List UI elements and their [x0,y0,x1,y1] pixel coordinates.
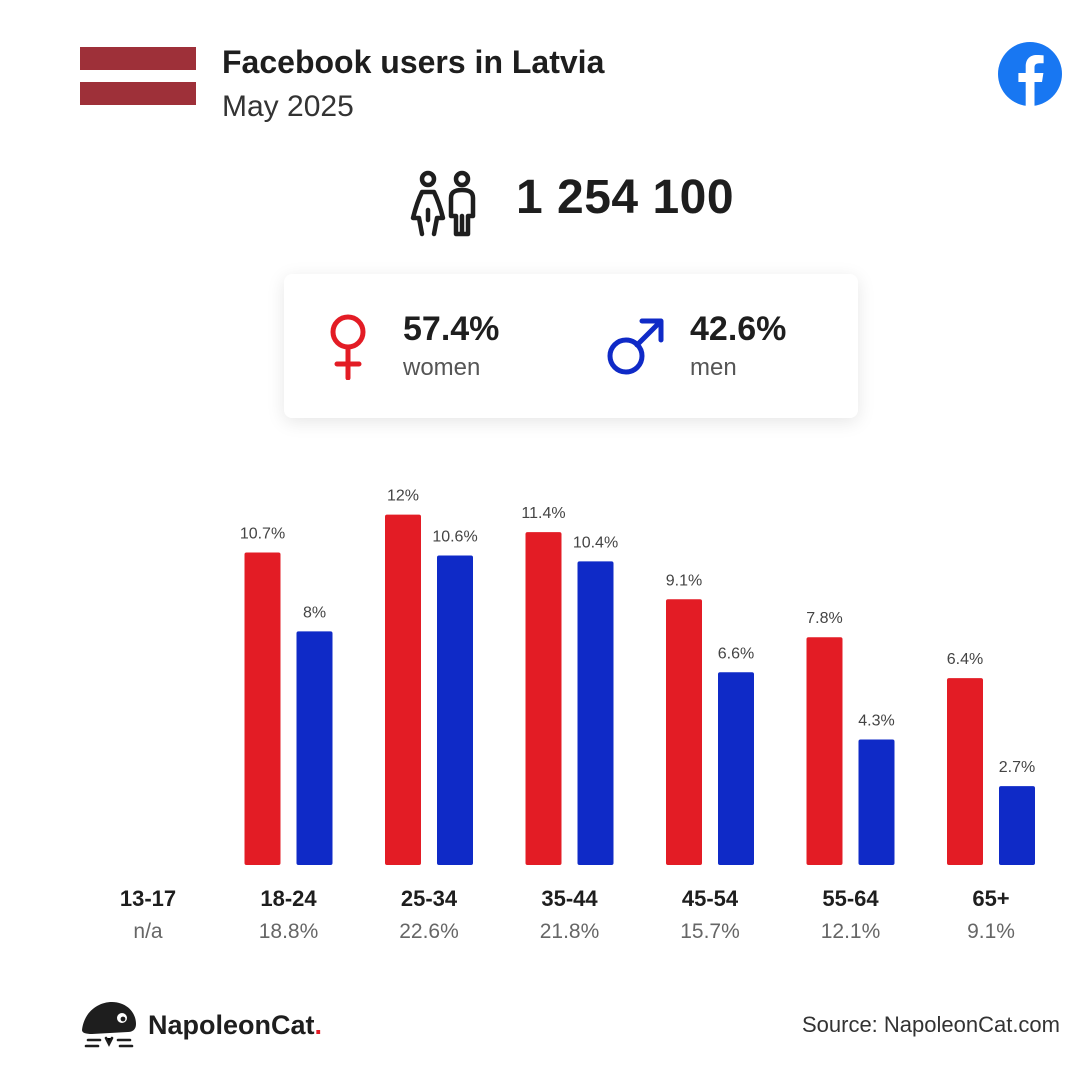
women-value-label-55-64: 7.8% [806,610,842,627]
men-value-label-18-24: 8% [303,604,326,621]
category-label-45-54: 45-54 [682,886,739,911]
men-bar-65+ [999,786,1035,865]
women-bar-55-64 [806,637,843,865]
women-label: women [403,354,481,381]
female-symbol-icon [330,314,366,380]
women-bar-45-54 [666,599,702,865]
page-title: Facebook users in Latvia [222,44,605,80]
gender-split-card: 57.4% women 42.6% men [284,274,858,418]
men-bar-35-44 [577,561,614,865]
category-total-25-34: 22.6% [399,920,459,943]
women-value-label-35-44: 11.4% [521,505,565,522]
napoleoncat-logo-icon [82,1002,136,1048]
users-icon [410,170,476,237]
women-percent: 57.4% [403,310,500,348]
women-bar-25-34 [385,514,421,865]
category-label-35-44: 35-44 [541,886,598,911]
category-total-35-44: 21.8% [540,920,600,943]
category-total-18-24: 18.8% [259,920,319,943]
category-label-55-64: 55-64 [822,886,879,911]
category-label-13-17: 13-17 [120,886,176,911]
category-label-25-34: 25-34 [401,886,458,911]
men-value-label-55-64: 4.3% [858,712,894,729]
women-value-label-65+: 6.4% [947,651,983,668]
men-percent: 42.6% [690,310,787,348]
men-value-label-35-44: 10.4% [573,534,618,551]
women-value-label-18-24: 10.7% [240,526,285,543]
brand-name: NapoleonCat. [148,1010,323,1040]
page-subtitle: May 2025 [222,90,354,123]
men-label: men [690,354,737,381]
men-bar-18-24 [296,631,333,865]
age-gender-bar-chart: 13-17 n/a 10.7% 8% 18-24 18.8% 12% 10.6% 25-34 22… [120,488,1035,943]
male-symbol-icon [607,318,664,375]
total-users-value: 1 254 100 [516,171,735,224]
facebook-icon [998,42,1062,106]
source-note: Source: NapoleonCat.com [801,1012,1060,1037]
men-bar-55-64 [858,739,895,865]
latvia-flag-icon [80,47,196,105]
women-bar-35-44 [525,532,562,865]
men-bar-45-54 [718,672,754,865]
category-total-13-17: n/a [133,920,163,943]
men-bar-25-34 [437,555,473,865]
category-total-45-54: 15.7% [680,920,740,943]
category-total-55-64: 12.1% [821,920,881,943]
category-total-65+: 9.1% [967,920,1015,943]
women-bar-65+ [947,678,983,865]
category-label-18-24: 18-24 [260,886,317,911]
women-value-label-45-54: 9.1% [666,572,702,589]
men-value-label-45-54: 6.6% [718,645,754,662]
women-bar-18-24 [244,552,281,865]
men-value-label-25-34: 10.6% [432,528,477,545]
women-value-label-25-34: 12% [387,488,419,505]
men-value-label-65+: 2.7% [999,759,1035,776]
category-label-65+: 65+ [972,886,1009,911]
